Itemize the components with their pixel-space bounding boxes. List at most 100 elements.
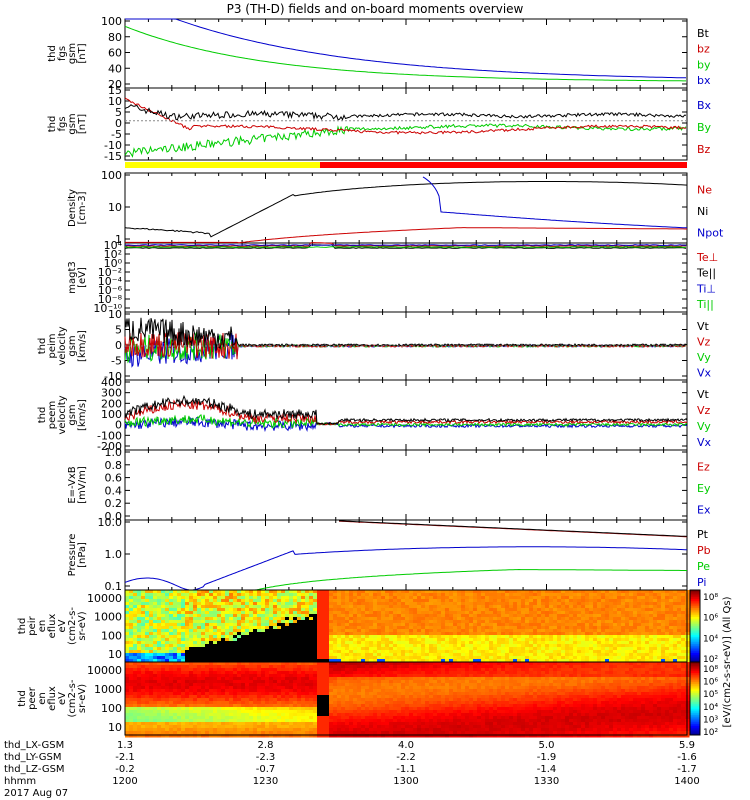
spectro-cell: [513, 644, 518, 648]
spectro-cell: [141, 704, 146, 708]
spectro-cell: [609, 626, 614, 630]
spectro-cell: [257, 593, 262, 597]
spectro-cell: [177, 602, 182, 606]
spectro-cell: [365, 614, 370, 618]
spectro-cell: [153, 656, 158, 660]
spectro-cell: [401, 653, 406, 657]
spectro-cell: [361, 605, 366, 609]
y-label-line: thd: [47, 116, 58, 133]
spectro-cell: [169, 680, 174, 684]
spectro-cell: [185, 638, 190, 642]
spectro-cell: [669, 608, 674, 612]
spectro-cell: [133, 710, 138, 714]
spectro-cell: [225, 626, 230, 630]
spectro-cell: [153, 590, 158, 594]
spectro-cell: [637, 623, 642, 627]
spectro-cell: [277, 653, 282, 657]
spectro-cell: [277, 626, 282, 630]
spectro-cell: [213, 653, 218, 657]
spectro-cell: [449, 617, 454, 621]
spectro-cell: [597, 635, 602, 639]
spectro-cell: [573, 626, 578, 630]
spectro-cell: [301, 596, 306, 600]
spectro-cell: [277, 620, 282, 624]
spectro-cell: [225, 614, 230, 618]
spectro-cell: [473, 605, 478, 609]
spectro-cell: [161, 590, 166, 594]
spectro-cell: [153, 602, 158, 606]
spectro-cell: [141, 620, 146, 624]
spectro-cell: [233, 614, 238, 618]
spectro-cell: [141, 638, 146, 642]
spectro-cell: [169, 656, 174, 660]
spectro-cell: [597, 614, 602, 618]
spectro-cell: [473, 644, 478, 648]
spectro-cell: [233, 674, 238, 678]
spectro-cell: [217, 659, 222, 663]
spectro-cell: [557, 629, 562, 633]
spectro-cell: [145, 668, 150, 672]
spectro-cell: [209, 644, 214, 648]
spectro-cell: [177, 725, 182, 729]
spectro-cell: [237, 632, 242, 636]
spectro-cell: [489, 623, 494, 627]
spectro-cell: [269, 617, 274, 621]
spectro-cell: [205, 623, 210, 627]
spectro-cell: [469, 590, 474, 594]
spectro-cell: [321, 608, 326, 612]
spectro-cell: [305, 623, 310, 627]
spectro-cell: [449, 602, 454, 606]
spectro-cell: [161, 632, 166, 636]
spectro-cell: [265, 629, 270, 633]
spectro-cell: [229, 632, 234, 636]
spectro-cell: [377, 659, 382, 663]
spectro-cell: [225, 704, 230, 708]
spectro-cell: [497, 620, 502, 624]
spectro-cell: [549, 653, 554, 657]
spectro-cell: [361, 653, 366, 657]
spectro-cell: [653, 593, 658, 597]
y-tick-label: 10⁴: [104, 239, 123, 252]
spectro-cell: [173, 653, 178, 657]
spectro-cell: [153, 608, 158, 612]
spectro-cell: [233, 623, 238, 627]
spectro-cell: [657, 623, 662, 627]
spectro-cell: [497, 635, 502, 639]
spectro-cell: [217, 686, 222, 690]
spectro-cell: [529, 638, 534, 642]
spectro-cell: [597, 596, 602, 600]
spectro-cell: [325, 608, 330, 612]
spectro-cell: [253, 695, 258, 699]
spectro-cell: [409, 611, 414, 615]
spectro-cell: [337, 626, 342, 630]
spectro-cell: [229, 734, 234, 738]
spectro-cell: [125, 602, 130, 606]
spectro-cell: [337, 608, 342, 612]
spectro-cell: [645, 647, 650, 651]
spectro-cell: [497, 638, 502, 642]
spectro-cell: [589, 650, 594, 654]
spectro-cell: [157, 590, 162, 594]
spectro-cell: [225, 719, 230, 723]
spectro-cell: [125, 650, 130, 654]
y-axis-label-fgs_bt: thd fgs gsm [nT]: [47, 43, 88, 64]
spectro-cell: [293, 641, 298, 645]
spectro-cell: [381, 596, 386, 600]
spectro-cell: [193, 707, 198, 711]
spectro-cell: [573, 650, 578, 654]
spectro-cell: [457, 599, 462, 603]
spectro-cell: [573, 623, 578, 627]
spectro-cell: [209, 659, 214, 663]
spectro-cell: [205, 635, 210, 639]
spectro-cell: [405, 629, 410, 633]
spectro-cell: [325, 626, 330, 630]
spectro-cell: [409, 617, 414, 621]
spectro-cell: [181, 647, 186, 651]
spectro-cell: [197, 608, 202, 612]
spectro-cell: [265, 596, 270, 600]
spectro-cell: [153, 686, 158, 690]
spectro-cell: [405, 635, 410, 639]
spectro-cell: [229, 680, 234, 684]
spectro-cell: [201, 656, 206, 660]
spectro-cell: [309, 659, 314, 663]
